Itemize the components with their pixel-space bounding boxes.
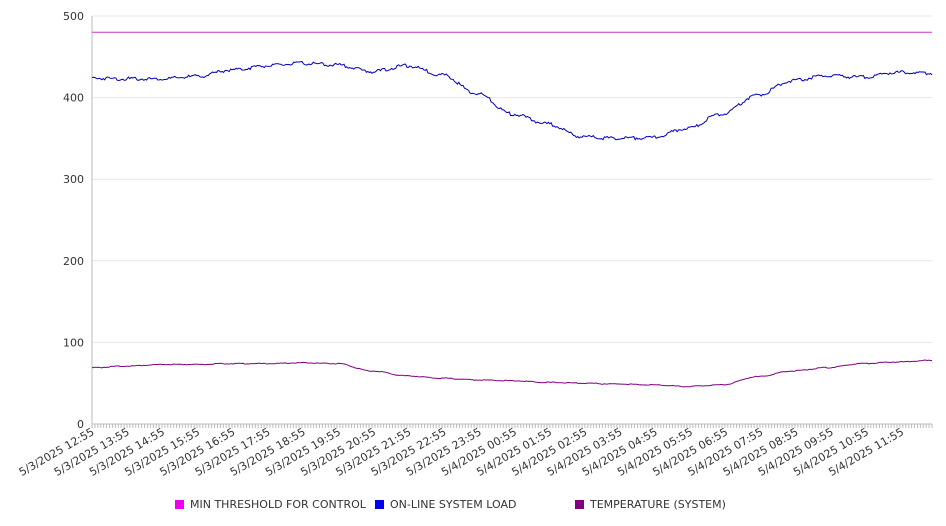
legend-label-system-load: ON-LINE SYSTEM LOAD [390,498,517,511]
legend-item-temperature[interactable]: TEMPERATURE (SYSTEM) [575,498,726,511]
x-tick-labels: 5/3/2025 12:555/3/2025 13:555/3/2025 14:… [17,425,906,479]
y-tick-label: 100 [63,336,84,349]
y-tick-label: 200 [63,255,84,268]
legend-label-temperature: TEMPERATURE (SYSTEM) [590,498,726,511]
legend-swatch-min-threshold [175,500,184,509]
y-tick-label: 500 [63,10,84,23]
legend-swatch-system-load [375,500,384,509]
y-tick-labels: 0 100 200 300 400 500 [63,10,84,431]
y-tick-label: 400 [63,92,84,105]
axes [91,16,933,428]
legend-item-min-threshold[interactable]: MIN THRESHOLD FOR CONTROL [175,498,366,511]
series-line-temperature [92,359,933,388]
legend: MIN THRESHOLD FOR CONTROL ON-LINE SYSTEM… [0,498,946,514]
series-lines [91,31,933,388]
y-tick-label: 0 [77,418,84,431]
grid-lines [92,15,932,343]
series-line-system-load [91,60,933,141]
line-chart: 0 100 200 300 400 500 5/3/2025 12:555/3/2025 … [17,10,933,479]
legend-item-system-load[interactable]: ON-LINE SYSTEM LOAD [375,498,516,511]
legend-swatch-temperature [575,500,584,509]
legend-label-min-threshold: MIN THRESHOLD FOR CONTROL [190,498,366,511]
y-tick-label: 300 [63,173,84,186]
